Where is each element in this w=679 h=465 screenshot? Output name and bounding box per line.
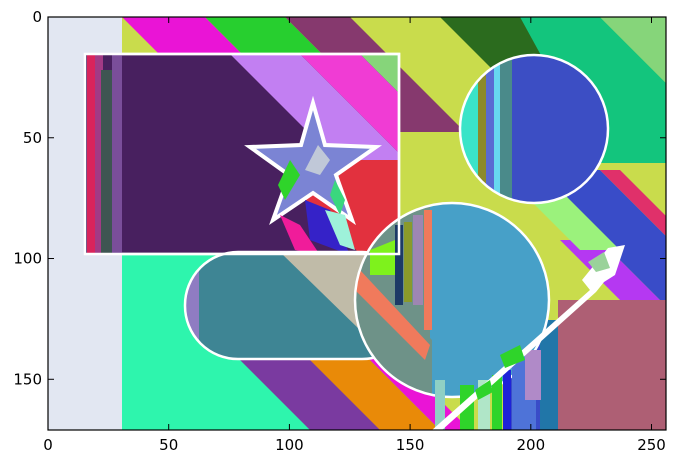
- x-tick-label: 200: [516, 436, 545, 454]
- orange-stripe: [300, 350, 440, 430]
- lightgreen-right-stripe: [520, 190, 620, 250]
- mauve-block: [558, 300, 666, 430]
- cyan-shard: [325, 210, 355, 250]
- x-tick-label: 100: [275, 436, 304, 454]
- y-tick-label: 0: [32, 8, 42, 26]
- x-tick-label: 250: [637, 436, 666, 454]
- y-tick-label: 150: [13, 370, 42, 388]
- axes-frame: [47, 16, 667, 431]
- arrow-shape: [432, 245, 625, 430]
- image-canvas: [48, 17, 666, 430]
- red-right-stripe: [600, 170, 666, 236]
- stripe-a: [435, 380, 445, 430]
- star-shape: [244, 95, 383, 226]
- stripe-g: [525, 350, 541, 400]
- x-tick-label: 50: [159, 436, 178, 454]
- lightgreen-top-stripe: [600, 17, 666, 83]
- stripe-e: [503, 370, 511, 430]
- x-axis-labels: 0 50 100 150 200 250: [43, 436, 666, 454]
- small-circle: [458, 53, 610, 205]
- blue-right-stripe: [560, 170, 666, 306]
- teal-block: [540, 320, 558, 430]
- axis-ticks: [47, 16, 666, 430]
- y-tick-label: 50: [23, 129, 42, 147]
- pink-shard: [280, 215, 320, 255]
- x-tick-label: 150: [396, 436, 425, 454]
- y-axis-labels: 0 50 100 150: [13, 8, 42, 388]
- x-tick-label: 0: [43, 436, 53, 454]
- y-tick-label: 100: [13, 250, 42, 268]
- stripe-d: [492, 375, 502, 430]
